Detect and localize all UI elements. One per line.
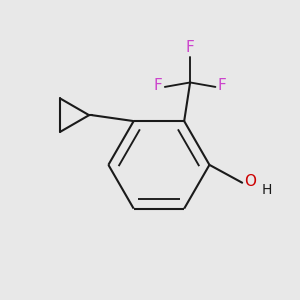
Text: O: O bbox=[244, 174, 256, 189]
Text: F: F bbox=[186, 40, 194, 55]
Text: F: F bbox=[154, 78, 163, 93]
Text: H: H bbox=[262, 183, 272, 197]
Text: F: F bbox=[218, 78, 226, 93]
